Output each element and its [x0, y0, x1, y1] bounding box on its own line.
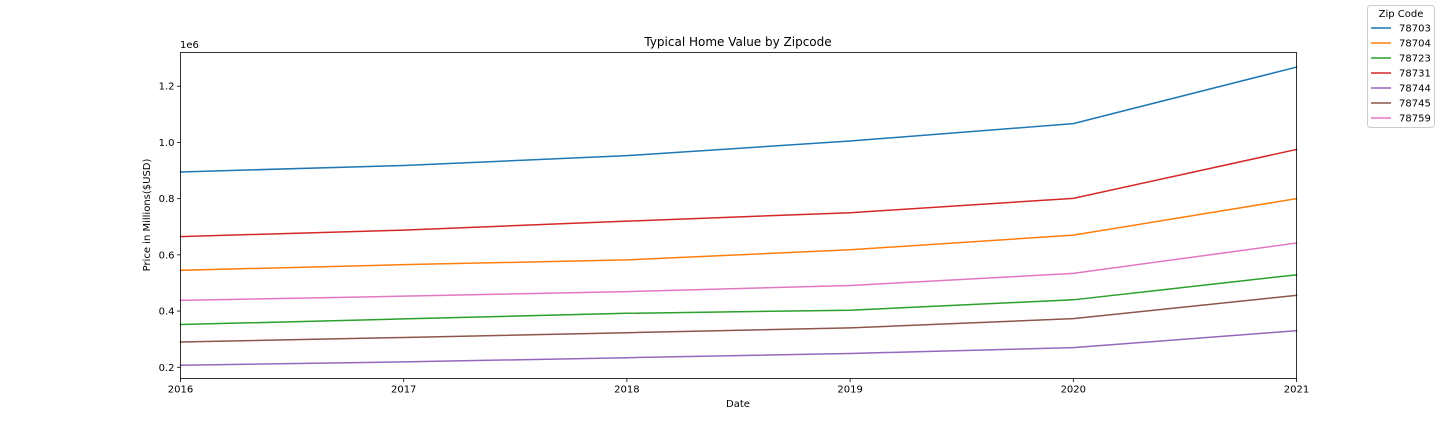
- x-tick-label: 2017: [391, 385, 416, 396]
- plot-area-frame: [180, 52, 1297, 379]
- legend-title: Zip Code: [1379, 9, 1424, 20]
- legend-entries: 78703 78704 78723 78731 78744 78745 78759: [1371, 24, 1431, 125]
- y-tick-label: 0.8: [159, 194, 175, 205]
- x-tick-label: 2019: [837, 385, 862, 396]
- legend-label-78704: 78704: [1399, 39, 1431, 50]
- series-line-78704: [179, 197, 1298, 272]
- series-line-78759: [179, 242, 1298, 302]
- legend-label-78759: 78759: [1399, 114, 1431, 125]
- x-tick-label: 2018: [614, 385, 639, 396]
- series-line-78744: [179, 329, 1298, 367]
- legend-box: [1367, 5, 1435, 128]
- legend-label-78744: 78744: [1399, 84, 1431, 95]
- x-tick-label: 2016: [168, 385, 193, 396]
- legend-label-78703: 78703: [1399, 24, 1431, 35]
- x-tick-label: 2020: [1061, 385, 1086, 396]
- x-axis-label: Date: [726, 399, 750, 410]
- chart-title: Typical Home Value by Zipcode: [643, 35, 831, 49]
- series-line-78731: [179, 148, 1298, 238]
- legend-label-78731: 78731: [1399, 69, 1431, 80]
- y-tick-label: 0.2: [159, 363, 175, 374]
- y-tick-label: 0.4: [159, 307, 175, 318]
- y-tick-label: 1.2: [159, 82, 175, 93]
- legend-label-78723: 78723: [1399, 54, 1431, 65]
- y-axis-offset-text: 1e6: [180, 40, 199, 51]
- series-line-78703: [179, 66, 1298, 173]
- series-line-78745: [179, 294, 1298, 343]
- legend: Zip Code 7870378704787237873178744787457…: [1367, 5, 1435, 128]
- y-tick-label: 1.0: [159, 138, 175, 149]
- legend-label-78745: 78745: [1399, 99, 1431, 110]
- series-line-78723: [179, 273, 1298, 326]
- x-axis-ticks: 2016 2017 2018 2019 2020 2021: [168, 378, 1309, 396]
- y-tick-label: 0.6: [159, 250, 175, 261]
- series-group: [179, 66, 1298, 367]
- x-tick-label: 2021: [1284, 385, 1309, 396]
- y-axis-label: Price in Millions($USD): [142, 159, 153, 272]
- y-axis-ticks: 0.2 0.4 0.6 0.8 1.0 1.2: [159, 82, 181, 374]
